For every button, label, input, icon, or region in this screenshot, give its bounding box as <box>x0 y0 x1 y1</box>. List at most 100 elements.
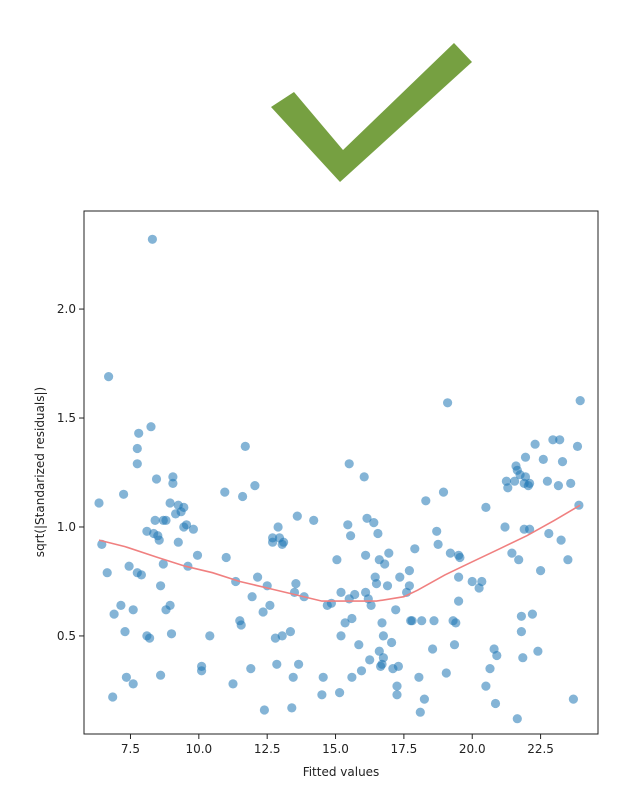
data-point <box>287 703 297 713</box>
data-point <box>132 443 142 454</box>
data-point <box>168 478 178 488</box>
data-point <box>288 672 298 682</box>
data-point <box>145 633 155 643</box>
data-point <box>347 672 357 682</box>
data-point <box>395 572 405 582</box>
data-point <box>481 502 491 512</box>
data-point <box>378 653 388 663</box>
data-point <box>373 528 383 539</box>
data-point <box>467 576 477 587</box>
data-point <box>309 515 319 526</box>
data-point <box>151 474 162 484</box>
data-point <box>156 670 166 680</box>
data-point <box>273 522 283 532</box>
data-point <box>294 659 304 669</box>
y-tick-label: 0.5 <box>57 629 76 643</box>
data-point <box>514 555 524 565</box>
data-point <box>393 661 403 672</box>
data-point <box>250 481 260 491</box>
data-point <box>563 555 573 565</box>
data-point <box>156 581 166 591</box>
plot-area <box>83 210 599 735</box>
data-point <box>525 478 535 488</box>
data-point <box>188 524 198 534</box>
data-point <box>236 620 246 630</box>
x-tick-label: 12.5 <box>254 742 281 756</box>
data-point <box>500 522 510 532</box>
data-point <box>173 537 183 547</box>
data-point <box>382 581 393 591</box>
data-point <box>556 535 566 545</box>
x-tick-label: 22.5 <box>527 742 554 756</box>
data-point <box>533 646 543 656</box>
data-point <box>454 572 464 582</box>
data-point <box>238 491 248 502</box>
checkmark-icon <box>271 43 472 182</box>
data-point <box>220 487 230 497</box>
data-point <box>119 489 129 499</box>
data-point <box>168 472 178 482</box>
data-point <box>443 398 453 408</box>
data-point <box>132 459 142 469</box>
data-point <box>536 566 546 576</box>
data-point <box>318 672 328 682</box>
data-point <box>544 528 554 539</box>
data-point <box>279 537 289 547</box>
y-tick-label: 2.0 <box>57 302 76 316</box>
data-point <box>354 640 364 650</box>
x-tick-label: 20.0 <box>459 742 486 756</box>
data-point <box>548 435 558 445</box>
data-point <box>102 568 112 578</box>
data-point <box>336 587 346 598</box>
data-point <box>404 566 414 576</box>
data-point <box>346 531 356 541</box>
data-point <box>158 559 168 569</box>
data-point <box>247 592 257 602</box>
data-point <box>525 524 535 534</box>
data-point <box>516 627 527 637</box>
data-point <box>228 679 238 689</box>
data-point <box>332 555 342 565</box>
data-point <box>512 714 522 724</box>
data-point <box>384 548 394 558</box>
data-point <box>347 613 357 624</box>
data-point <box>429 616 439 626</box>
data-point <box>181 520 192 530</box>
data-point <box>371 579 382 589</box>
data-point <box>246 664 256 674</box>
x-tick-label: 15.0 <box>322 742 349 756</box>
data-point <box>538 454 548 464</box>
data-points <box>94 234 585 724</box>
data-point <box>161 515 171 526</box>
data-point <box>553 481 564 491</box>
data-point <box>417 616 427 626</box>
data-point <box>449 640 460 650</box>
data-point <box>335 688 345 698</box>
data-point <box>258 607 268 617</box>
data-point <box>134 428 144 438</box>
data-point <box>410 544 420 554</box>
data-point <box>104 372 114 382</box>
data-point <box>509 476 520 486</box>
data-point <box>490 698 501 709</box>
data-point <box>428 644 438 654</box>
data-point <box>192 550 203 560</box>
data-point <box>291 579 301 589</box>
data-point <box>451 618 461 628</box>
data-point <box>366 600 376 611</box>
data-point <box>445 548 455 558</box>
data-point <box>542 476 553 486</box>
y-axis-label: sqrt(|Standarized residuals|) <box>33 387 47 557</box>
x-tick-label: 10.0 <box>185 742 212 756</box>
data-point <box>116 600 126 611</box>
data-point <box>380 559 390 569</box>
data-point <box>568 694 579 704</box>
data-point <box>124 561 134 571</box>
data-point <box>454 596 464 606</box>
data-point <box>265 600 275 611</box>
data-point <box>407 616 417 626</box>
data-point <box>414 672 424 682</box>
data-point <box>94 498 104 508</box>
data-point <box>108 692 118 702</box>
data-point <box>259 705 269 715</box>
